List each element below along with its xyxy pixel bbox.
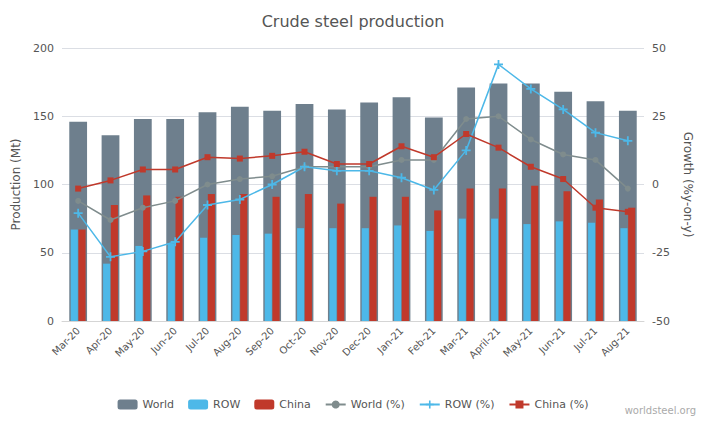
svg-text:China (%): China (%) — [534, 398, 588, 411]
svg-text:ROW: ROW — [213, 398, 240, 411]
svg-text:50: 50 — [40, 246, 54, 259]
svg-text:Nov-20: Nov-20 — [308, 325, 341, 358]
svg-text:May-21: May-21 — [501, 325, 535, 359]
svg-text:Jul-21: Jul-21 — [571, 325, 600, 354]
svg-text:25: 25 — [652, 110, 666, 123]
svg-text:May-20: May-20 — [113, 325, 147, 359]
svg-text:Feb-21: Feb-21 — [406, 325, 438, 357]
svg-text:Mar-20: Mar-20 — [50, 325, 82, 357]
svg-text:50: 50 — [652, 42, 666, 55]
svg-text:-25: -25 — [652, 246, 670, 259]
svg-text:China: China — [279, 398, 310, 411]
svg-text:Jun-21: Jun-21 — [536, 325, 567, 356]
svg-text:Production (Mt): Production (Mt) — [9, 138, 23, 230]
svg-text:Growth (%y-on-y): Growth (%y-on-y) — [681, 132, 695, 238]
svg-text:-50: -50 — [652, 315, 670, 328]
svg-text:Apr-20: Apr-20 — [83, 325, 114, 356]
svg-text:Dec-20: Dec-20 — [340, 325, 373, 358]
svg-text:Jan-21: Jan-21 — [374, 325, 405, 356]
svg-text:World (%): World (%) — [351, 398, 405, 411]
svg-text:Crude steel production: Crude steel production — [262, 12, 445, 31]
svg-text:Aug-20: Aug-20 — [211, 325, 244, 358]
svg-text:200: 200 — [33, 42, 54, 55]
svg-text:April-21: April-21 — [467, 325, 502, 360]
svg-text:Sep-20: Sep-20 — [243, 325, 276, 358]
svg-text:Mar-21: Mar-21 — [438, 325, 470, 357]
svg-text:150: 150 — [33, 110, 54, 123]
svg-text:ROW (%): ROW (%) — [445, 398, 495, 411]
svg-text:worldsteel.org: worldsteel.org — [625, 405, 696, 416]
svg-text:0: 0 — [652, 178, 659, 191]
svg-text:100: 100 — [33, 178, 54, 191]
svg-text:0: 0 — [47, 315, 54, 328]
svg-text:Jun-20: Jun-20 — [148, 325, 179, 356]
svg-text:Oct-20: Oct-20 — [277, 325, 309, 357]
svg-text:Aug-21: Aug-21 — [599, 325, 632, 358]
svg-text:Jul-20: Jul-20 — [183, 325, 212, 354]
svg-text:World: World — [143, 398, 175, 411]
